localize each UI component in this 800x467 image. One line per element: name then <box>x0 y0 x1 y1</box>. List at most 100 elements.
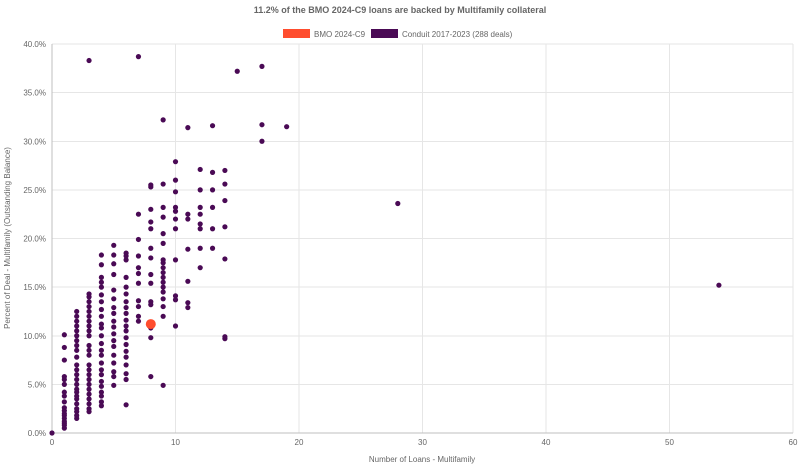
conduit-point <box>98 360 104 366</box>
conduit-point <box>111 343 117 350</box>
conduit-point <box>86 381 92 387</box>
conduit-point <box>148 280 154 286</box>
conduit-point <box>185 125 191 131</box>
conduit-point <box>197 187 203 193</box>
x-tick-label: 30 <box>418 438 427 447</box>
conduit-point <box>86 57 92 64</box>
conduit-point <box>61 399 67 405</box>
conduit-point <box>86 313 92 319</box>
conduit-point <box>185 304 191 311</box>
x-tick-label: 60 <box>789 438 798 447</box>
conduit-point <box>135 298 142 304</box>
conduit-point <box>209 123 216 129</box>
conduit-point <box>86 303 92 310</box>
conduit-point <box>222 181 228 187</box>
legend-item-bmo[interactable]: BMO 2024-C9 <box>283 29 366 39</box>
conduit-point <box>98 389 104 395</box>
conduit-point <box>123 341 129 348</box>
conduit-point <box>74 376 80 383</box>
conduit-point <box>86 372 92 378</box>
conduit-point <box>172 177 179 183</box>
conduit-point <box>86 291 92 297</box>
conduit-point <box>135 270 142 277</box>
conduit-point <box>160 231 166 237</box>
bmo-point <box>145 319 156 330</box>
conduit-point <box>135 318 142 324</box>
conduit-point <box>111 271 117 278</box>
conduit-point <box>74 318 80 324</box>
conduit-point <box>61 393 67 399</box>
conduit-point <box>74 354 80 360</box>
conduit-point <box>197 166 203 173</box>
conduit-point <box>160 296 166 302</box>
conduit-point <box>98 252 104 258</box>
conduit-point <box>98 378 104 385</box>
conduit-point <box>123 284 129 290</box>
x-tick-label: 0 <box>50 438 55 447</box>
conduit-point <box>123 328 129 334</box>
conduit-point <box>111 252 117 258</box>
conduit-point <box>74 308 80 315</box>
conduit-point <box>259 138 265 144</box>
conduit-point <box>86 406 92 412</box>
grid <box>51 43 794 434</box>
conduit-point <box>160 303 166 310</box>
y-tick-label: 20.0% <box>23 235 46 244</box>
conduit-point <box>86 367 92 373</box>
conduit-point <box>86 347 92 353</box>
conduit-point <box>123 304 129 311</box>
conduit-point <box>86 386 92 392</box>
conduit-point <box>222 197 228 204</box>
conduit-point <box>123 317 129 323</box>
y-tick-label: 15.0% <box>23 283 46 292</box>
conduit-point <box>148 245 154 251</box>
conduit-point <box>74 342 80 349</box>
conduit-point <box>123 274 129 280</box>
conduit-point <box>135 253 142 259</box>
legend-label-bmo: BMO 2024-C9 <box>314 30 366 39</box>
conduit-point <box>160 313 166 319</box>
conduit-point <box>98 347 104 353</box>
conduit-point <box>86 333 92 339</box>
conduit-point <box>98 393 104 399</box>
conduit-point <box>74 367 80 373</box>
conduit-point <box>98 274 104 280</box>
conduit-point <box>135 303 142 310</box>
conduit-point <box>148 373 154 380</box>
conduit-point <box>111 324 117 330</box>
conduit-point <box>86 318 92 324</box>
conduit-point <box>74 393 80 399</box>
conduit-point <box>259 122 265 128</box>
conduit-point <box>222 256 228 262</box>
conduit-point <box>61 405 67 411</box>
y-tick-label: 10.0% <box>23 332 46 341</box>
conduit-point <box>148 226 154 232</box>
conduit-point <box>222 224 228 230</box>
conduit-point <box>160 214 166 220</box>
chart-title: 11.2% of the BMO 2024-C9 loans are backe… <box>254 5 547 15</box>
conduit-point <box>172 208 179 214</box>
conduit-point <box>160 289 166 295</box>
conduit-point <box>111 369 117 375</box>
conduit-point <box>123 354 129 360</box>
conduit-point <box>61 332 67 338</box>
conduit-point <box>86 352 92 358</box>
conduit-point <box>74 333 80 339</box>
y-tick-label: 0.0% <box>28 429 46 438</box>
y-tick-label: 35.0% <box>23 89 46 98</box>
conduit-point <box>86 396 92 402</box>
conduit-point <box>98 399 104 405</box>
conduit-point <box>160 382 166 388</box>
conduit-point <box>86 323 92 329</box>
conduit-point <box>123 250 129 256</box>
conduit-point <box>74 401 80 407</box>
legend-item-conduit[interactable]: Conduit 2017-2023 (288 deals) <box>371 29 513 39</box>
conduit-point <box>185 300 191 306</box>
conduit-point <box>98 340 104 347</box>
legend-swatch-conduit <box>371 29 398 38</box>
conduit-point <box>123 402 129 408</box>
conduit-point <box>74 328 80 334</box>
conduit-point <box>160 117 166 123</box>
conduit-point <box>135 265 142 271</box>
conduit-point <box>135 313 142 319</box>
